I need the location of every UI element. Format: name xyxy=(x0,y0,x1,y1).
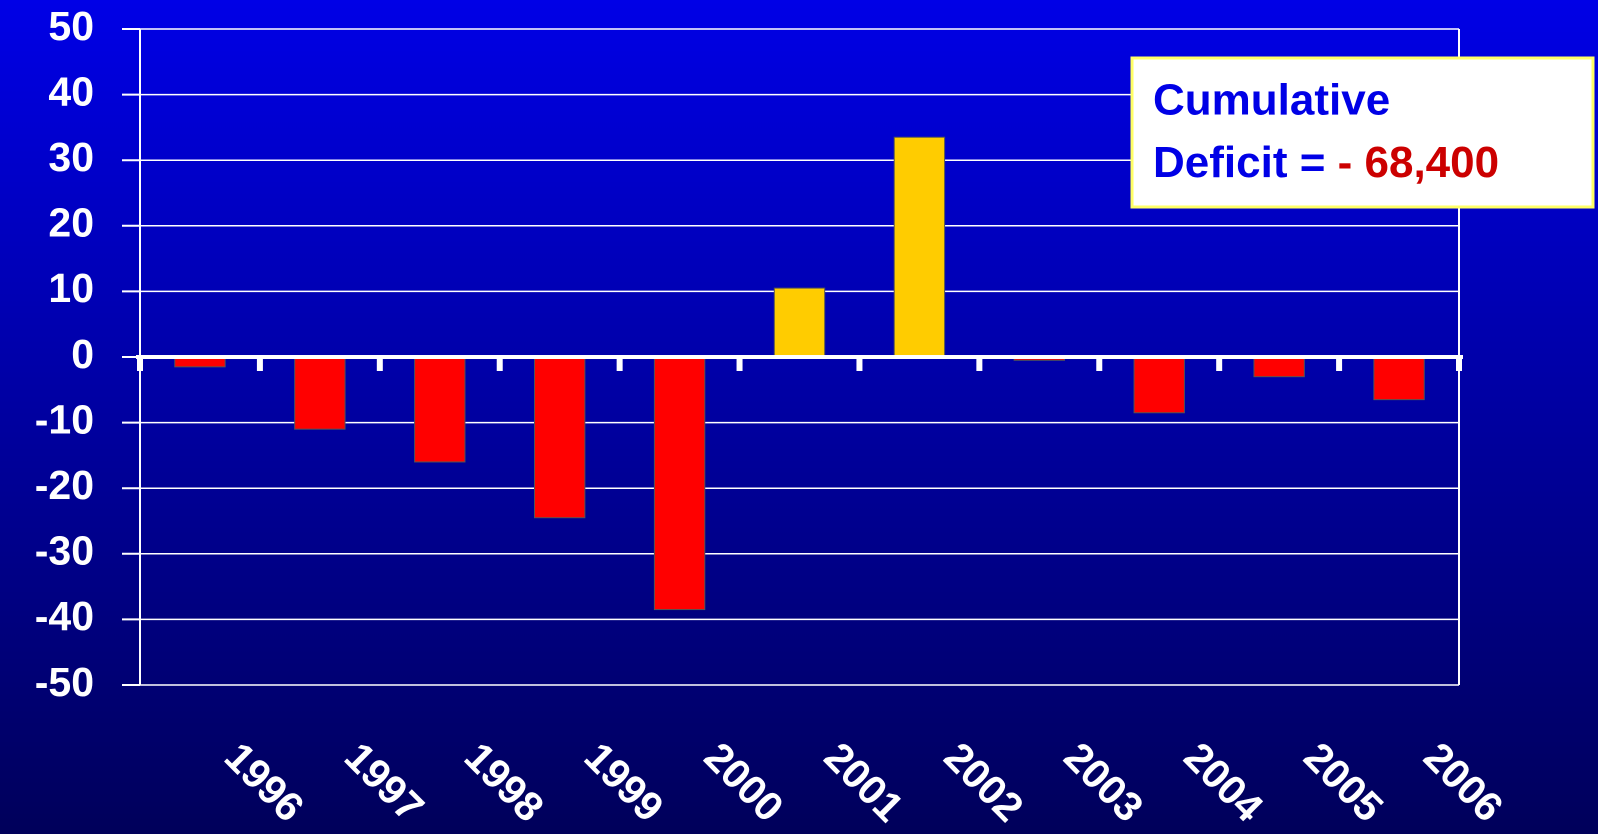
y-tick-label: 30 xyxy=(48,134,94,180)
y-tick-label: -10 xyxy=(35,396,94,442)
annotation-text: Deficit = xyxy=(1153,138,1338,187)
bar xyxy=(534,356,586,519)
bar xyxy=(653,356,706,611)
bar xyxy=(1133,356,1185,414)
y-tick-label: -20 xyxy=(35,462,94,508)
y-tick-label: -50 xyxy=(35,659,94,705)
annotation-value: - 68,400 xyxy=(1338,138,1499,187)
bar xyxy=(1253,356,1305,378)
annotation-line: Cumulative xyxy=(1153,76,1390,125)
y-tick-label: -40 xyxy=(35,593,94,639)
y-tick-label: 40 xyxy=(48,68,94,114)
bar xyxy=(893,136,946,358)
annotation-line: Deficit = - 68,400 xyxy=(1153,138,1499,187)
y-tick-label: 10 xyxy=(48,265,94,311)
bar xyxy=(773,287,826,358)
y-tick-label: 50 xyxy=(48,3,94,49)
bar xyxy=(414,356,466,463)
bar xyxy=(294,356,346,430)
annotation-box xyxy=(1130,56,1595,209)
y-tick-label: 0 xyxy=(71,331,94,377)
bar xyxy=(1373,356,1425,401)
y-tick-label: -30 xyxy=(35,528,94,574)
y-tick-label: 20 xyxy=(48,200,94,246)
